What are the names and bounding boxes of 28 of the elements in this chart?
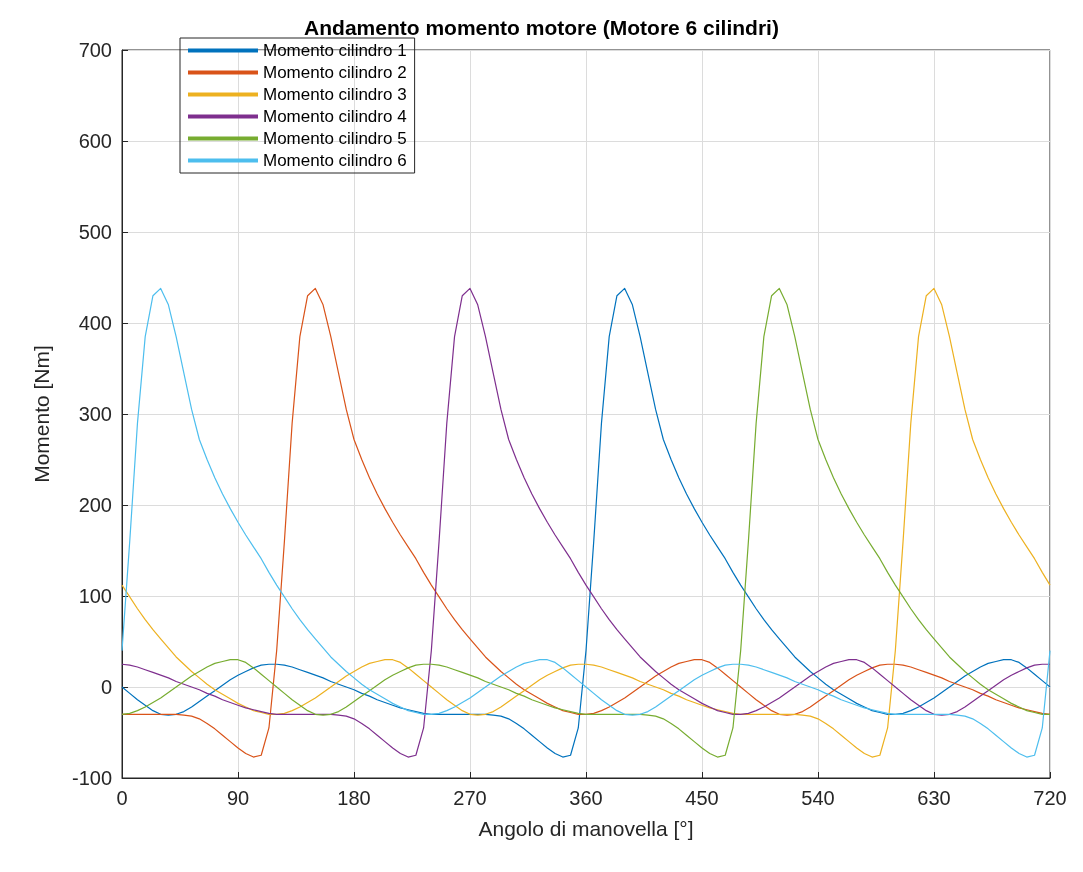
legend-label: Momento cilindro 5 <box>263 129 407 148</box>
x-axis-title: Angolo di manovella [°] <box>478 817 694 840</box>
x-tick-label: 720 <box>1033 787 1067 809</box>
chart-title: Andamento momento motore (Motore 6 cilindri) <box>304 16 779 39</box>
x-tick-label: 180 <box>337 787 371 809</box>
y-tick-label: 600 <box>78 130 112 152</box>
legend-label: Momento cilindro 1 <box>263 41 407 60</box>
y-axis-title: Momento [Nm] <box>30 345 53 483</box>
y-tick-label: 500 <box>78 221 112 243</box>
line-series <box>121 287 1051 758</box>
x-tick-label: 630 <box>917 787 951 809</box>
x-tick-label: 540 <box>801 787 835 809</box>
x-tick-label: 0 <box>116 787 128 809</box>
y-tick-label: 100 <box>78 585 112 607</box>
y-tick-label: -100 <box>71 767 112 789</box>
y-tick-label: 300 <box>78 403 112 425</box>
x-tick-label: 360 <box>569 787 603 809</box>
x-tick-label: 450 <box>685 787 719 809</box>
y-tick-label: 700 <box>78 39 112 61</box>
legend-label: Momento cilindro 4 <box>263 107 407 126</box>
x-tick-label: 270 <box>453 787 487 809</box>
y-tick-label: 400 <box>78 312 112 334</box>
x-tick-label: 90 <box>226 787 250 809</box>
legend-label: Momento cilindro 6 <box>263 151 407 170</box>
legend-label: Momento cilindro 2 <box>263 63 407 82</box>
y-tick-label: 0 <box>100 676 112 698</box>
legend-label: Momento cilindro 3 <box>263 85 407 104</box>
y-tick-label: 200 <box>78 494 112 516</box>
